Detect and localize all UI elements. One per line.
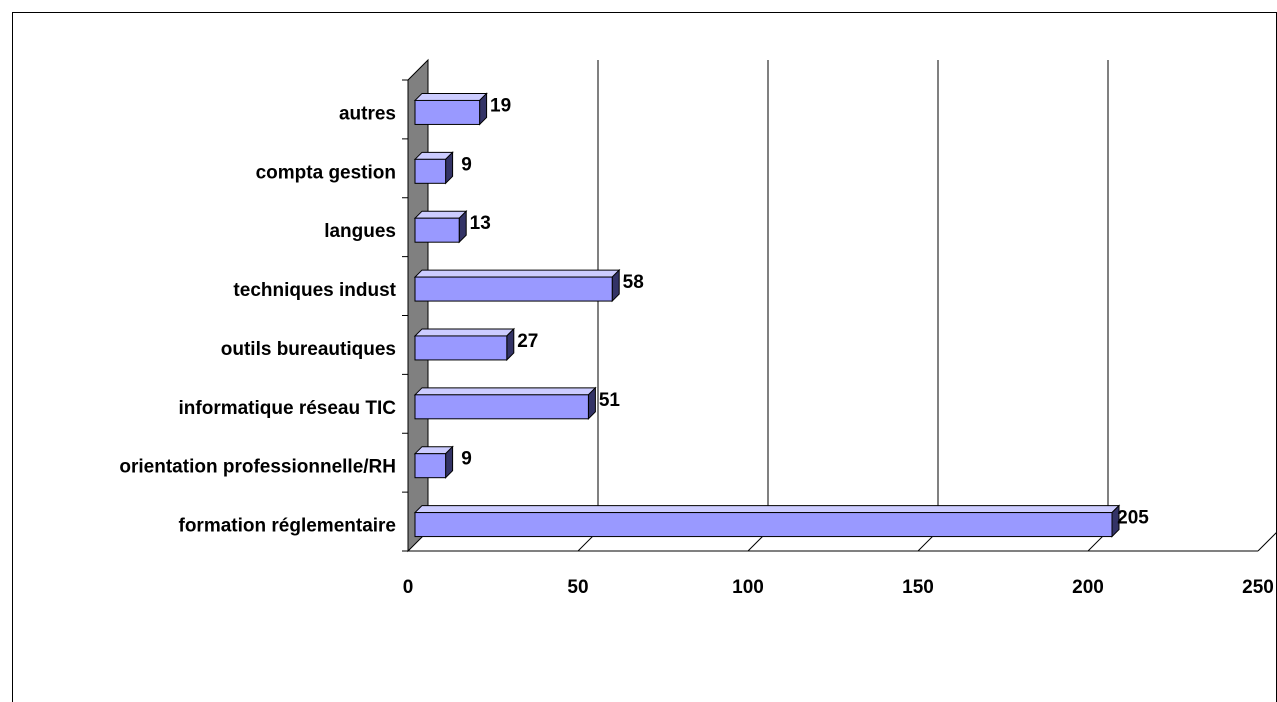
- bar: [413, 327, 516, 362]
- category-label: outils bureautiques: [221, 339, 396, 360]
- bar: [413, 151, 454, 185]
- category-label: formation réglementaire: [179, 516, 397, 537]
- data-label: 58: [623, 272, 644, 293]
- bar: [413, 92, 488, 126]
- bar-top-face: [413, 387, 597, 396]
- chart-frame: [12, 12, 1277, 702]
- x-tick-label: 0: [403, 577, 414, 598]
- bar-top-face: [413, 505, 1121, 514]
- category-label: compta gestion: [256, 162, 396, 183]
- data-label: 51: [599, 390, 621, 411]
- bar-front-face: [414, 453, 447, 479]
- bar: [413, 445, 454, 479]
- x-tick-label: 150: [902, 577, 934, 598]
- bar-top-face: [413, 210, 468, 219]
- category-label: autres: [339, 103, 396, 124]
- data-label: 9: [461, 154, 472, 175]
- bar-front-face: [414, 217, 460, 243]
- data-label: 19: [490, 95, 511, 116]
- x-tick-label: 200: [1072, 577, 1104, 598]
- bar-front-face: [414, 99, 481, 125]
- bar-front-face: [414, 276, 613, 302]
- bar-top-face: [413, 269, 621, 278]
- category-label: orientation professionnelle/RH: [119, 457, 396, 478]
- floor-gridline: [1257, 531, 1277, 552]
- data-label: 13: [470, 213, 491, 234]
- bar-top-face: [413, 328, 516, 337]
- bar-front-face: [414, 335, 508, 361]
- category-label: informatique réseau TIC: [179, 398, 397, 419]
- bar: [413, 386, 597, 421]
- data-label: 9: [461, 449, 472, 470]
- bar-top-face: [413, 92, 488, 101]
- bar-front-face: [414, 158, 447, 184]
- data-label: 27: [517, 331, 538, 352]
- category-label: langues: [324, 221, 396, 242]
- bar: [413, 268, 621, 303]
- bar: [413, 209, 468, 244]
- bar-front-face: [414, 512, 1113, 538]
- category-label: techniques indust: [233, 280, 396, 301]
- x-tick-label: 100: [732, 577, 764, 598]
- x-tick-label: 250: [1242, 577, 1274, 598]
- data-label: 205: [1117, 508, 1149, 529]
- bar-front-face: [414, 394, 589, 420]
- bar: [413, 504, 1121, 538]
- x-tick-label: 50: [567, 577, 588, 598]
